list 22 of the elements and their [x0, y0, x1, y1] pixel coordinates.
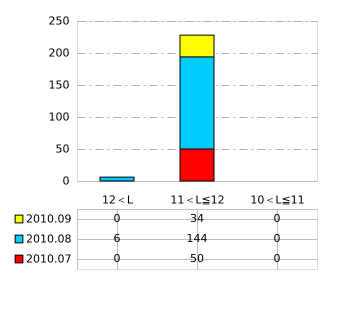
x-tick-label: 11＜L≦12 — [170, 194, 225, 206]
x-tick-label: 10＜L≦11 — [250, 194, 305, 206]
data-label: 144 — [186, 232, 208, 245]
legend-label: 2010.07 — [26, 252, 72, 266]
data-label: 0 — [114, 252, 120, 265]
legend-label: 2010.08 — [26, 232, 72, 246]
bar — [100, 176, 134, 182]
data-label: 0 — [274, 212, 280, 225]
y-tick-label: 150 — [48, 78, 70, 92]
y-tick-label: 50 — [56, 142, 70, 156]
data-label: 6 — [114, 232, 120, 245]
data-label: 0 — [274, 232, 280, 245]
y-tick-label: 0 — [62, 174, 70, 188]
data-label: 50 — [190, 252, 204, 265]
data-label: 0 — [274, 252, 280, 265]
x-tick-label: 12＜L — [102, 194, 134, 206]
y-tick-label: 100 — [48, 110, 70, 124]
y-tick-label: 200 — [48, 46, 70, 60]
data-label: 0 — [114, 212, 120, 225]
legend-label: 2010.09 — [26, 212, 72, 226]
y-tick-label: 250 — [48, 14, 70, 28]
data-label: 34 — [190, 212, 204, 225]
